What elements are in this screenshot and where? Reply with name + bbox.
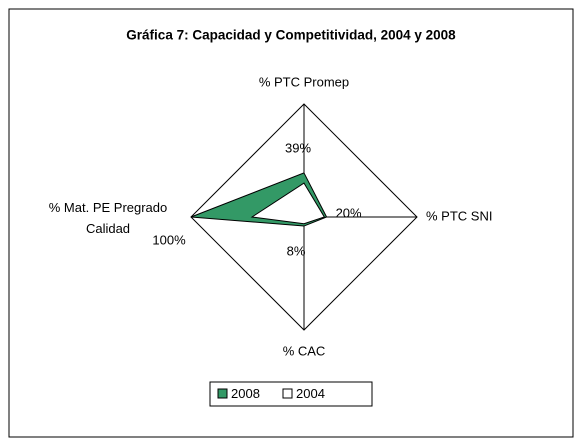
legend-label: 2004	[296, 386, 325, 401]
data-label: 100%	[152, 232, 186, 247]
data-label: 8%	[287, 243, 306, 258]
data-label: 39%	[285, 140, 311, 155]
axis-label: % Mat. PE Pregrado Calidad	[48, 200, 168, 236]
legend-label: 2008	[231, 386, 260, 401]
chart-title: Gráfica 7: Capacidad y Competitividad, 2…	[126, 28, 456, 43]
axis-label: % PTC SNI	[426, 208, 492, 223]
data-label: 20%	[336, 205, 362, 220]
axis-label: % CAC	[283, 343, 326, 358]
axis-label: % PTC Promep	[259, 74, 349, 89]
series-area	[250, 182, 326, 225]
legend-swatch	[217, 388, 228, 399]
legend-swatch	[282, 388, 293, 399]
